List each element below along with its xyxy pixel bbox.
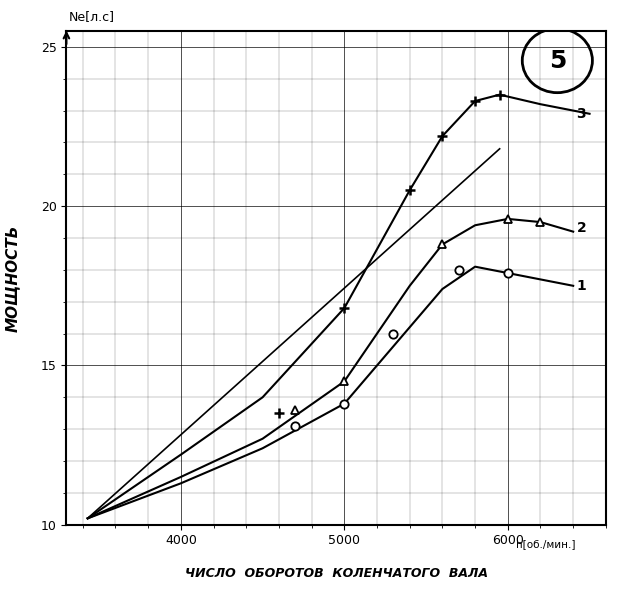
Text: Ne[л.с]: Ne[л.с] [69,11,115,24]
Text: 3: 3 [576,107,586,121]
X-axis label: ЧИСЛО  ОБОРОТОВ  КОЛЕНЧАТОГО  ВАЛА: ЧИСЛО ОБОРОТОВ КОЛЕНЧАТОГО ВАЛА [184,567,487,580]
Text: n[об./мин.]: n[об./мин.] [516,539,576,549]
Text: 1: 1 [576,279,586,293]
Text: 5: 5 [549,48,566,73]
Text: 2: 2 [576,222,586,235]
Text: МОЩНОСТЬ: МОЩНОСТЬ [5,224,20,332]
